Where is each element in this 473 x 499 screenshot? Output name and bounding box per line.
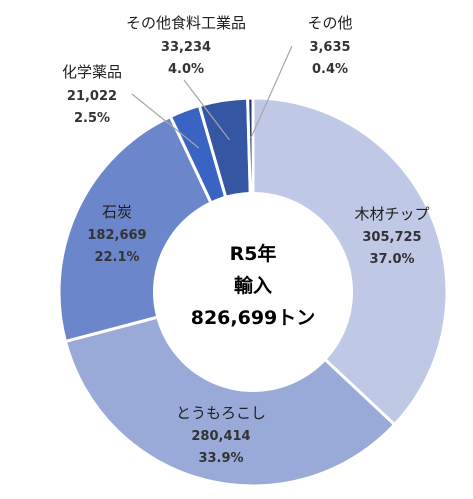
slice-label-value-corn: 280,414: [191, 429, 250, 444]
slice-label-percent-corn: 33.9%: [198, 451, 243, 466]
leader-line-chemicals: [131, 93, 200, 149]
slice-label-name-corn: とうもろこし: [176, 404, 266, 422]
slice-label-value-chemicals: 21,022: [67, 89, 117, 104]
center-label-line1: R5年: [230, 242, 277, 265]
center-label-line3: 826,699トン: [191, 307, 316, 329]
slice-label-name-other: その他: [307, 14, 352, 32]
slice-label-name-wood-chips: 木材チップ: [354, 205, 429, 223]
slice-label-percent-coal: 22.1%: [94, 250, 139, 265]
slice-label-name-coal: 石炭: [102, 203, 132, 221]
center-label-line2: 輸入: [234, 274, 272, 297]
slice-label-value-coal: 182,669: [87, 228, 146, 243]
leader-line-other: [250, 45, 293, 139]
slice-label-percent-other-food-industry: 4.0%: [168, 62, 204, 77]
slice-label-percent-chemicals: 2.5%: [74, 111, 110, 126]
slice-label-value-other-food-industry: 33,234: [161, 40, 211, 55]
slice-label-name-chemicals: 化学薬品: [62, 63, 122, 81]
slice-label-percent-other: 0.4%: [312, 62, 348, 77]
leader-line-other-food-industry: [183, 79, 230, 141]
slice-label-percent-wood-chips: 37.0%: [369, 252, 414, 267]
slice-label-name-other-food-industry: その他食料工業品: [126, 14, 246, 32]
donut-hole: [153, 192, 353, 392]
slice-wood-chips: [251, 96, 449, 427]
leader-lines: [131, 45, 293, 149]
slice-label-value-wood-chips: 305,725: [362, 230, 421, 245]
slice-label-value-other: 3,635: [309, 40, 350, 55]
